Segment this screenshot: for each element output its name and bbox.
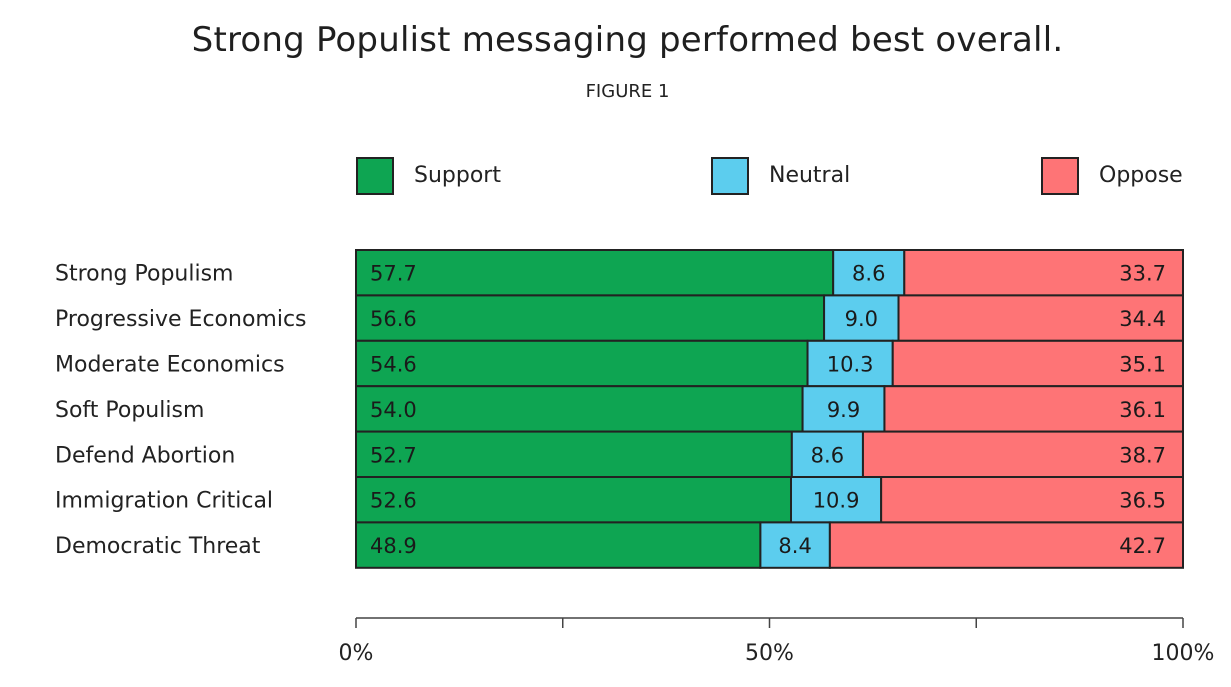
bar-support-defend-abortion [355, 430, 793, 479]
chart-subtitle: FIGURE 1 [585, 81, 670, 102]
x-tick-label-50: 50% [745, 641, 794, 666]
bar-support-progressive-economics [355, 294, 826, 342]
data-label-oppose-democratic-threat: 42.7 [1119, 534, 1166, 558]
legend-label-oppose: Oppose [1099, 163, 1183, 188]
category-label-immigration-critical: Immigration Critical [55, 489, 273, 514]
legend-label-neutral: Neutral [769, 163, 851, 188]
bar-oppose-progressive-economics [897, 294, 1185, 342]
category-label-strong-populism: Strong Populism [55, 262, 233, 287]
bar-support-immigration-critical [355, 476, 793, 524]
data-label-oppose-soft-populism: 36.1 [1119, 398, 1166, 422]
category-label-democratic-threat: Democratic Threat [55, 534, 261, 559]
bar-oppose-democratic-threat [828, 521, 1184, 569]
chart-title: Strong Populist messaging performed best… [191, 20, 1064, 60]
bar-support-moderate-economics [355, 339, 809, 388]
category-label-soft-populism: Soft Populism [55, 398, 204, 423]
data-label-neutral-democratic-threat: 8.4 [778, 534, 811, 558]
bar-neutral-democratic-threat [759, 521, 831, 569]
legend-swatch-support [356, 156, 394, 195]
data-label-support-democratic-threat: 48.9 [370, 534, 417, 558]
data-label-neutral-progressive-economics: 9.0 [845, 307, 878, 331]
bar-support-soft-populism [355, 385, 804, 433]
data-label-oppose-strong-populism: 33.7 [1119, 262, 1166, 286]
category-label-defend-abortion: Defend Abortion [55, 443, 235, 468]
bar-neutral-immigration-critical [790, 476, 883, 524]
data-label-oppose-immigration-critical: 36.5 [1119, 489, 1166, 513]
data-label-support-immigration-critical: 52.6 [370, 489, 417, 513]
bar-oppose-strong-populism [903, 249, 1185, 297]
data-label-oppose-moderate-economics: 35.1 [1119, 353, 1166, 377]
legend-label-support: Support [414, 163, 501, 188]
legend-item-neutral: Neutral [711, 153, 850, 198]
data-label-support-progressive-economics: 56.6 [370, 307, 417, 331]
data-label-oppose-progressive-economics: 34.4 [1119, 307, 1166, 331]
category-label-progressive-economics: Progressive Economics [55, 307, 307, 332]
data-label-neutral-moderate-economics: 10.3 [827, 353, 874, 377]
legend-item-support: Support [356, 153, 501, 198]
data-label-support-moderate-economics: 54.6 [370, 353, 417, 377]
data-label-neutral-strong-populism: 8.6 [852, 262, 885, 286]
bar-oppose-soft-populism [883, 385, 1184, 433]
data-label-support-defend-abortion: 52.7 [370, 443, 417, 467]
bar-support-democratic-threat [355, 521, 762, 569]
bar-support-strong-populism [355, 249, 835, 297]
legend-swatch-neutral [711, 156, 749, 195]
category-label-moderate-economics: Moderate Economics [55, 353, 285, 378]
data-label-support-soft-populism: 54.0 [370, 398, 417, 422]
data-label-neutral-soft-populism: 9.9 [827, 398, 860, 422]
bar-oppose-immigration-critical [880, 476, 1185, 524]
legend-swatch-oppose [1041, 156, 1079, 195]
legend-item-oppose: Oppose [1041, 153, 1183, 198]
bar-oppose-defend-abortion [861, 430, 1184, 479]
x-tick-label-100: 100% [1152, 641, 1215, 666]
data-label-oppose-defend-abortion: 38.7 [1119, 443, 1166, 467]
x-tick-label-0: 0% [339, 641, 374, 666]
bar-oppose-moderate-economics [891, 339, 1185, 388]
data-label-support-strong-populism: 57.7 [370, 262, 417, 286]
data-label-neutral-immigration-critical: 10.9 [813, 489, 860, 513]
data-label-neutral-defend-abortion: 8.6 [811, 443, 844, 467]
